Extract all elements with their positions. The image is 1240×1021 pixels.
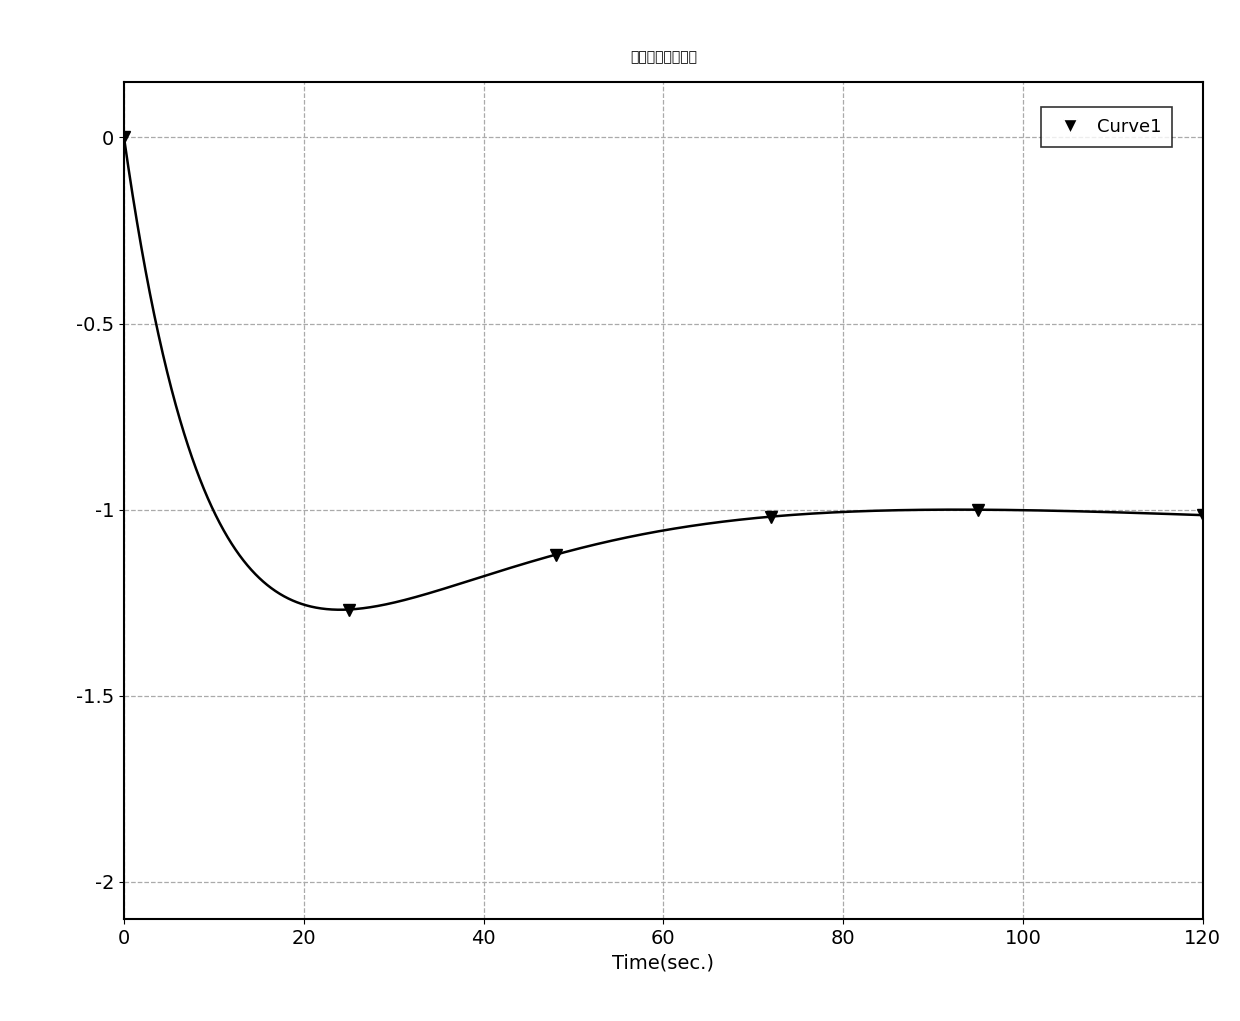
X-axis label: Time(sec.): Time(sec.) (613, 954, 714, 972)
Legend: Curve1: Curve1 (1040, 107, 1172, 147)
Title: 稳定计算结果曲线: 稳定计算结果曲线 (630, 50, 697, 64)
